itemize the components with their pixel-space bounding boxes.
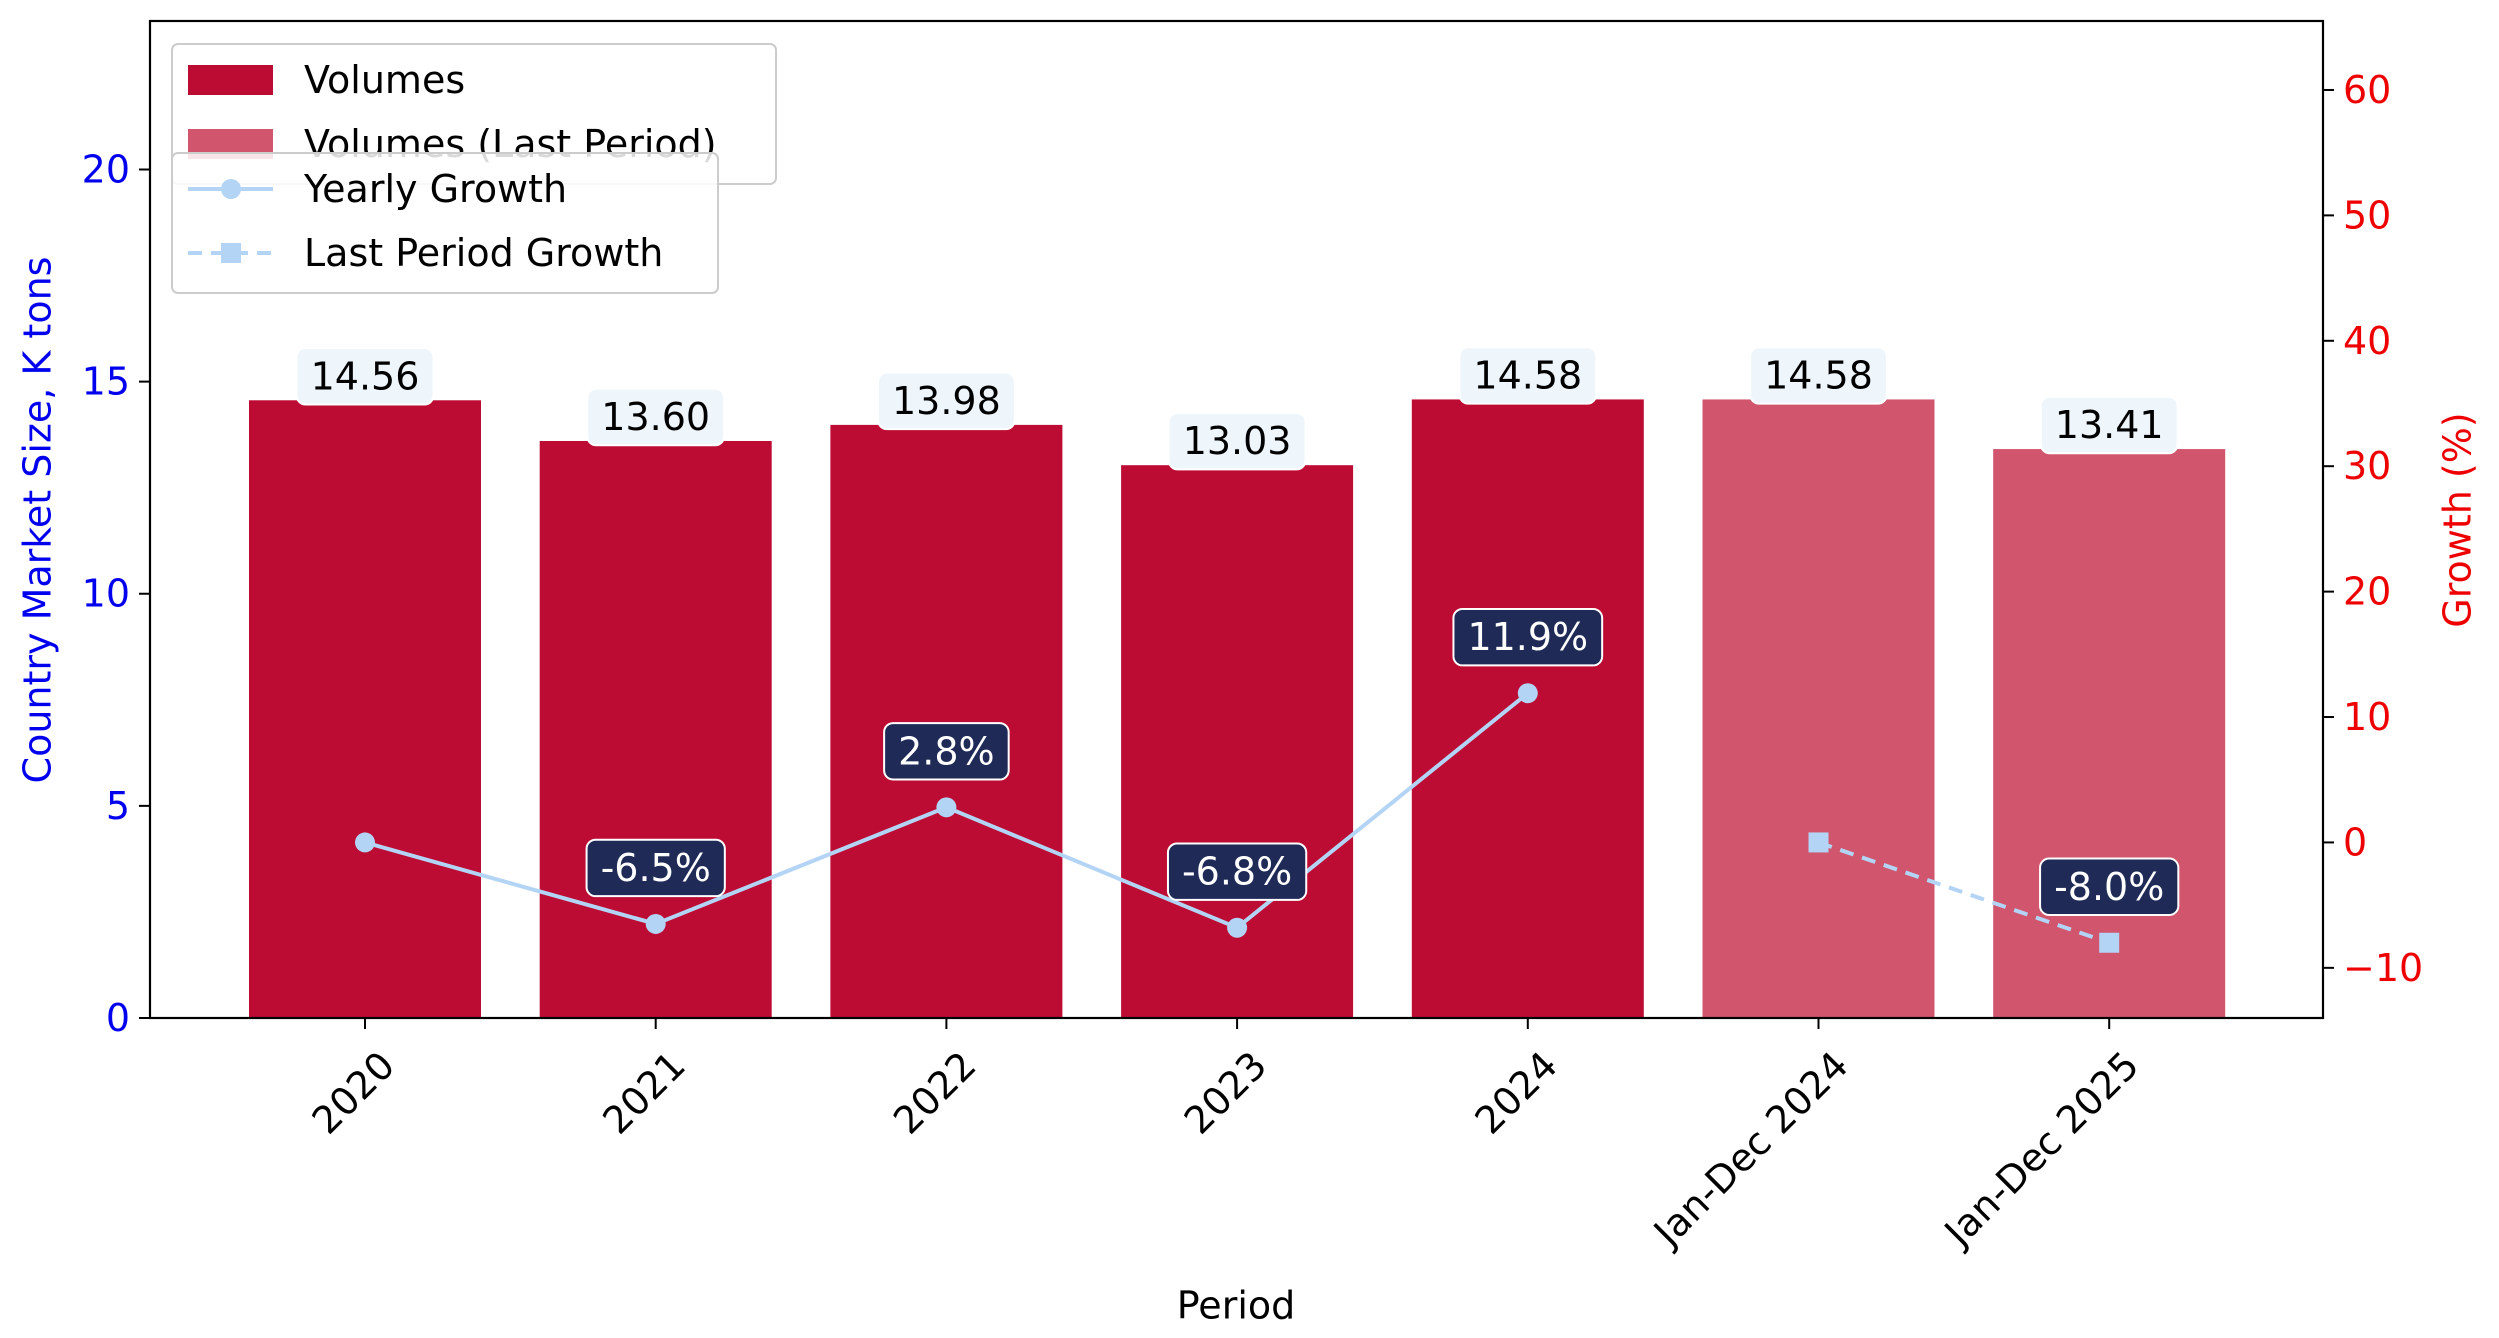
growth-label-text: -6.5%: [601, 846, 711, 890]
bar-value-label-box: [1749, 346, 1888, 405]
bar-value-label: 13.03: [1167, 411, 1307, 471]
bar-value-label: 14.58: [1749, 346, 1888, 405]
legend-marker: [221, 179, 241, 199]
legend-label: Volumes: [304, 58, 465, 102]
bar-value-label-box: [877, 371, 1016, 431]
bar-value-label: 13.41: [2039, 395, 2179, 455]
y2-tick-label: −10: [2343, 946, 2423, 990]
bar-value-label: 14.58: [1458, 346, 1598, 405]
bar-value-label-box: [1167, 411, 1307, 471]
y-tick-label: 10: [82, 572, 130, 616]
growth-label-box: [585, 838, 726, 898]
y-tick-label: 5: [106, 784, 130, 828]
bar-value-label: 13.60: [586, 387, 726, 447]
bar-value-label-text: 13.41: [2055, 403, 2164, 447]
y-tick-label: 20: [82, 147, 130, 191]
growth-point: [355, 832, 375, 853]
growth-label-text: 11.9%: [1467, 615, 1588, 659]
bar-value-label: 14.56: [295, 347, 435, 406]
y2-tick-label: 20: [2343, 570, 2391, 614]
legend-swatch: [188, 65, 273, 95]
growth-label: -8.0%: [2039, 857, 2180, 916]
bar-value-label-box: [586, 387, 726, 447]
x-axis-title: Period: [1177, 1284, 1296, 1328]
bar: [830, 424, 1063, 1018]
growth-point: [2099, 932, 2120, 953]
growth-point: [1227, 917, 1248, 938]
growth-label: 11.9%: [1452, 607, 1604, 667]
bar-value-label-box: [2039, 395, 2179, 455]
legend-lines-frame: [171, 152, 719, 294]
growth-label: -6.8%: [1166, 842, 1308, 901]
growth-point: [1808, 832, 1829, 853]
bar: [1411, 399, 1644, 1018]
growth-point: [645, 913, 666, 934]
bar-value-label-text: 13.03: [1183, 419, 1292, 463]
growth-label-box: [1166, 842, 1308, 901]
legend-lines: Yearly Growth Last Period Growth: [171, 152, 719, 294]
growth-label: 2.8%: [883, 722, 1010, 781]
y2-tick-label: 30: [2343, 444, 2391, 488]
bar-value-label-text: 13.98: [892, 379, 1001, 423]
y-tick-label: 0: [106, 996, 130, 1040]
bar: [1702, 399, 1935, 1018]
growth-label: -6.5%: [585, 838, 726, 898]
y-axis-title: Country Market Size, K tons: [16, 257, 60, 784]
growth-label-box: [883, 722, 1010, 781]
y2-tick-label: 0: [2343, 820, 2367, 864]
growth-label-box: [1452, 607, 1604, 667]
growth-point: [936, 797, 957, 818]
y2-axis-title: Growth (%): [2436, 412, 2480, 627]
bar-value-label-text: 13.60: [601, 395, 710, 439]
y-tick-label: 15: [82, 360, 130, 404]
bar-value-label-box: [1458, 346, 1598, 405]
growth-line: [1817, 840, 2110, 945]
bar: [249, 400, 481, 1018]
growth-point: [1517, 683, 1538, 704]
growth-label-text: -6.8%: [1182, 850, 1292, 894]
y2-tick-label: 50: [2343, 193, 2391, 237]
bar-value-label: 13.98: [877, 371, 1016, 431]
growth-label-text: -8.0%: [2054, 865, 2164, 909]
bar-value-label-text: 14.56: [311, 354, 420, 398]
bar-value-label-box: [295, 347, 435, 406]
bar: [1993, 449, 2226, 1018]
legend-label: Yearly Growth: [303, 167, 567, 211]
legend-label: Last Period Growth: [304, 231, 663, 275]
lines-layer: [355, 683, 2120, 953]
bar-value-label-text: 14.58: [1764, 353, 1873, 397]
bar-value-label-text: 14.58: [1473, 353, 1582, 397]
growth-label-text: 2.8%: [898, 729, 995, 773]
y2-tick-label: 40: [2343, 319, 2391, 363]
y2-tick-label: 10: [2343, 695, 2391, 739]
labels-layer: 14.56 13.60 13.98 13.03 14.58 14.58 13.41 -6.5%…: [295, 346, 2180, 916]
legend-marker: [221, 243, 241, 263]
growth-label-box: [2039, 857, 2180, 916]
y2-tick-label: 60: [2343, 68, 2391, 112]
